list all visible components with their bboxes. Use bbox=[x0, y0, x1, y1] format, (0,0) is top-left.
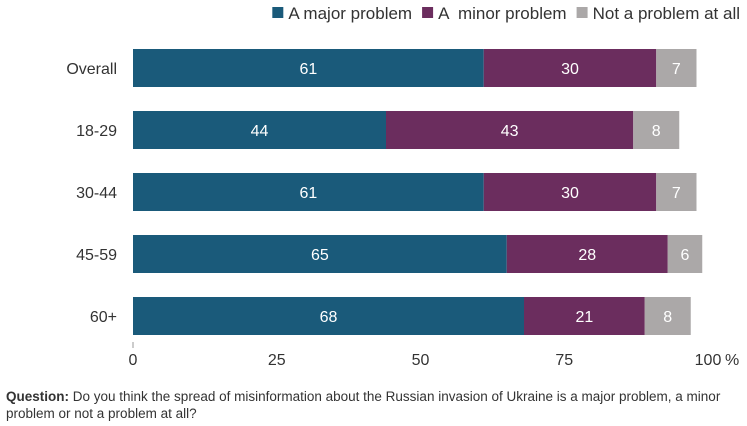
legend-label-2: A minor problem bbox=[438, 4, 567, 23]
bar-segment bbox=[667, 235, 703, 273]
footnote-label: Question: bbox=[6, 389, 69, 404]
bar-value-label: 44 bbox=[251, 123, 269, 140]
bar-segment bbox=[633, 111, 680, 149]
stacked-bar-chart: A major problem A minor problem Not a prob… bbox=[66, 4, 740, 369]
bar-value-label: 21 bbox=[575, 309, 593, 326]
legend-swatch-3 bbox=[576, 7, 588, 18]
x-tick-label: 100 bbox=[695, 352, 722, 369]
bar-value-label: 8 bbox=[663, 309, 672, 326]
bar-segment bbox=[133, 297, 524, 335]
footnote-text: Do you think the spread of misinformatio… bbox=[6, 389, 721, 421]
x-tick-label: 75 bbox=[555, 352, 573, 369]
category-label: 60+ bbox=[90, 309, 117, 326]
x-tick-label: 25 bbox=[268, 352, 286, 369]
bar-value-label: 7 bbox=[672, 185, 681, 202]
x-unit-label: % bbox=[725, 352, 739, 369]
bar-segment bbox=[133, 173, 484, 211]
legend-label-1: A major problem bbox=[288, 4, 412, 23]
bar-value-label: 43 bbox=[501, 123, 519, 140]
bar-segment bbox=[483, 49, 657, 87]
bar-value-label: 30 bbox=[561, 61, 579, 78]
bar-value-label: 68 bbox=[320, 309, 338, 326]
bar-value-label: 65 bbox=[311, 247, 329, 264]
legend-swatch-2 bbox=[422, 7, 434, 18]
bar-segment bbox=[656, 49, 697, 87]
bar-value-label: 6 bbox=[681, 247, 690, 264]
plot-area: Overall 61 30 7 18-29 44 43 8 30-44 61 30 7 45-59 65 2… bbox=[66, 49, 703, 335]
x-tick-label: 0 bbox=[129, 352, 138, 369]
category-label: 45-59 bbox=[76, 247, 117, 264]
bar-segment bbox=[524, 297, 645, 335]
legend-swatch-1 bbox=[272, 7, 284, 18]
bar-segment bbox=[386, 111, 634, 149]
bar-segment bbox=[644, 297, 691, 335]
x-tick-label: 50 bbox=[412, 352, 430, 369]
legend: A major problem A minor problem Not a prob… bbox=[272, 4, 740, 23]
bar-value-label: 61 bbox=[299, 185, 317, 202]
bar-segment bbox=[506, 235, 668, 273]
x-axis: 0 25 50 75 100% bbox=[129, 342, 739, 369]
bar-value-label: 8 bbox=[652, 123, 661, 140]
legend-label-3: Not a problem at all bbox=[593, 4, 740, 23]
question-footnote: Question: Do you think the spread of mis… bbox=[6, 388, 741, 422]
bar-segment bbox=[656, 173, 697, 211]
category-label: 18-29 bbox=[76, 123, 117, 140]
bar-segment bbox=[483, 173, 657, 211]
bar-segment bbox=[133, 49, 484, 87]
bar-segment bbox=[133, 235, 507, 273]
category-label: 30-44 bbox=[76, 185, 117, 202]
bar-value-label: 61 bbox=[299, 61, 317, 78]
bar-value-label: 28 bbox=[578, 247, 596, 264]
bar-segment bbox=[133, 111, 386, 149]
bar-value-label: 7 bbox=[672, 61, 681, 78]
category-label: Overall bbox=[66, 61, 117, 78]
bar-value-label: 30 bbox=[561, 185, 579, 202]
